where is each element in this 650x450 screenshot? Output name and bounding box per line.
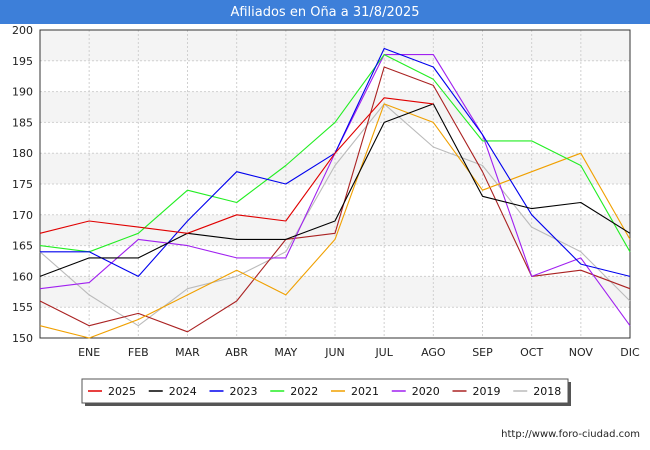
y-tick-label: 175 bbox=[12, 178, 33, 191]
y-tick-label: 150 bbox=[12, 332, 33, 345]
x-tick-label: ABR bbox=[225, 346, 248, 359]
legend-label-2021: 2021 bbox=[351, 385, 379, 398]
y-tick-label: 190 bbox=[12, 86, 33, 99]
legend-box bbox=[81, 378, 569, 404]
plot-border bbox=[39, 29, 631, 339]
x-tick-label: OCT bbox=[520, 346, 543, 359]
chart-title-bar: Afiliados en Oña a 31/8/2025 bbox=[0, 0, 650, 24]
series-line-2021 bbox=[39, 103, 631, 339]
y-tick-label: 170 bbox=[12, 209, 33, 222]
x-tick-label: ENE bbox=[78, 346, 100, 359]
chart-title: Afiliados en Oña a 31/8/2025 bbox=[230, 4, 420, 20]
y-tick-label: 165 bbox=[12, 240, 33, 253]
legend-label-2025: 2025 bbox=[108, 385, 136, 398]
legend-label-2022: 2022 bbox=[290, 385, 318, 398]
x-tick-label: SEP bbox=[472, 346, 493, 359]
legend-label-2019: 2019 bbox=[473, 385, 501, 398]
y-tick-label: 180 bbox=[12, 147, 33, 160]
legend-label-2018: 2018 bbox=[533, 385, 561, 398]
series-line-2018 bbox=[39, 103, 631, 327]
y-tick-label: 155 bbox=[12, 301, 33, 314]
series-line-2022 bbox=[39, 54, 631, 253]
y-tick-label: 185 bbox=[12, 116, 33, 129]
legend-label-2020: 2020 bbox=[412, 385, 440, 398]
x-tick-label: JUN bbox=[324, 346, 345, 359]
legend-label-2024: 2024 bbox=[169, 385, 197, 398]
x-tick-label: NOV bbox=[569, 346, 594, 359]
series-line-2024 bbox=[39, 103, 631, 277]
y-tick-label: 160 bbox=[12, 270, 33, 283]
y-tick-label: 200 bbox=[12, 24, 33, 37]
x-tick-label: MAR bbox=[175, 346, 200, 359]
x-tick-label: DIC bbox=[620, 346, 640, 359]
series-line-2025 bbox=[39, 97, 434, 234]
y-tick-label: 195 bbox=[12, 55, 33, 68]
x-tick-label: FEB bbox=[128, 346, 149, 359]
x-tick-label: JUL bbox=[374, 346, 393, 359]
legend-label-2023: 2023 bbox=[230, 385, 258, 398]
x-tick-label: MAY bbox=[274, 346, 297, 359]
source-url: http://www.foro-ciudad.com bbox=[501, 429, 640, 440]
x-tick-label: AGO bbox=[421, 346, 446, 359]
